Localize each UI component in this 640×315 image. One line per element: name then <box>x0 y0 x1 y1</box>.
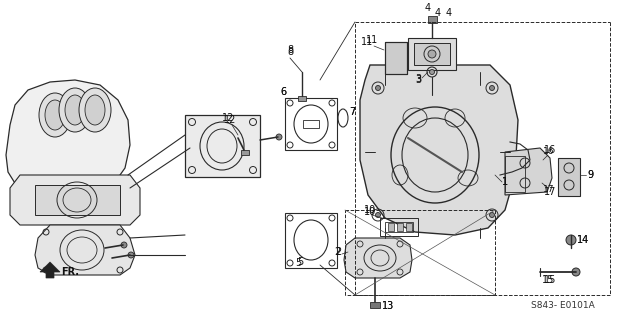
Text: FR.: FR. <box>61 267 79 277</box>
Circle shape <box>490 85 495 90</box>
Text: 3: 3 <box>415 75 421 85</box>
Bar <box>385 42 407 74</box>
Text: 13: 13 <box>382 301 394 311</box>
Bar <box>298 96 306 101</box>
Polygon shape <box>505 148 552 195</box>
Circle shape <box>276 134 282 140</box>
Bar <box>505 156 525 192</box>
Text: 6: 6 <box>280 87 286 97</box>
Polygon shape <box>344 238 412 278</box>
Bar <box>35 185 120 215</box>
Text: 4: 4 <box>425 3 431 13</box>
Circle shape <box>572 268 580 276</box>
Text: 12: 12 <box>224 115 236 125</box>
Bar <box>428 16 437 23</box>
Text: 8: 8 <box>287 45 293 55</box>
Bar <box>303 120 319 128</box>
Text: 4: 4 <box>435 8 441 18</box>
Text: 1: 1 <box>502 177 508 187</box>
Circle shape <box>429 70 435 75</box>
Text: 2: 2 <box>334 247 340 257</box>
Circle shape <box>566 235 576 245</box>
Text: 13: 13 <box>382 301 394 311</box>
Polygon shape <box>6 80 130 200</box>
Text: 14: 14 <box>577 235 589 245</box>
Text: 16: 16 <box>544 145 556 155</box>
Bar <box>414 43 450 65</box>
Text: 1: 1 <box>502 177 508 187</box>
Text: 10: 10 <box>364 205 376 215</box>
Circle shape <box>490 213 495 217</box>
Circle shape <box>428 50 436 58</box>
Text: 7: 7 <box>349 107 355 117</box>
Bar <box>241 150 249 155</box>
Text: 15: 15 <box>542 275 554 285</box>
Text: 15: 15 <box>544 275 556 285</box>
Circle shape <box>376 213 381 217</box>
Text: S843- E0101A: S843- E0101A <box>531 301 595 310</box>
Text: 11: 11 <box>361 37 373 47</box>
Bar <box>558 158 580 196</box>
Text: 5: 5 <box>295 258 301 268</box>
Bar <box>385 42 407 74</box>
Text: 10: 10 <box>364 207 376 217</box>
Text: 8: 8 <box>287 47 293 57</box>
Text: 16: 16 <box>543 147 555 157</box>
Bar <box>285 98 337 150</box>
Bar <box>406 223 412 231</box>
Circle shape <box>121 242 127 248</box>
Text: 4: 4 <box>446 8 452 18</box>
Text: 7: 7 <box>349 107 355 117</box>
Polygon shape <box>10 175 140 225</box>
Ellipse shape <box>79 88 111 132</box>
Bar <box>370 302 380 308</box>
Bar <box>185 115 260 177</box>
Text: 9: 9 <box>587 170 593 180</box>
Text: 17: 17 <box>544 187 556 197</box>
Text: 11: 11 <box>366 35 378 45</box>
Ellipse shape <box>85 95 105 125</box>
Text: 2: 2 <box>335 247 341 257</box>
Circle shape <box>128 252 134 258</box>
Polygon shape <box>40 262 60 278</box>
Ellipse shape <box>45 100 65 130</box>
Text: 12: 12 <box>222 113 234 123</box>
Text: 5: 5 <box>297 257 303 267</box>
Text: 9: 9 <box>587 170 593 180</box>
Text: 17: 17 <box>543 186 555 194</box>
Bar <box>388 223 394 231</box>
Bar <box>385 222 413 232</box>
Bar <box>408 38 456 70</box>
Bar <box>380 218 418 236</box>
Circle shape <box>376 85 381 90</box>
Text: 3: 3 <box>415 74 421 84</box>
Ellipse shape <box>39 93 71 137</box>
Bar <box>397 223 403 231</box>
Ellipse shape <box>59 88 91 132</box>
Bar <box>285 213 337 268</box>
Polygon shape <box>35 225 135 275</box>
Polygon shape <box>360 65 518 235</box>
Text: 14: 14 <box>577 235 589 245</box>
Text: 6: 6 <box>280 87 286 97</box>
Ellipse shape <box>65 95 85 125</box>
